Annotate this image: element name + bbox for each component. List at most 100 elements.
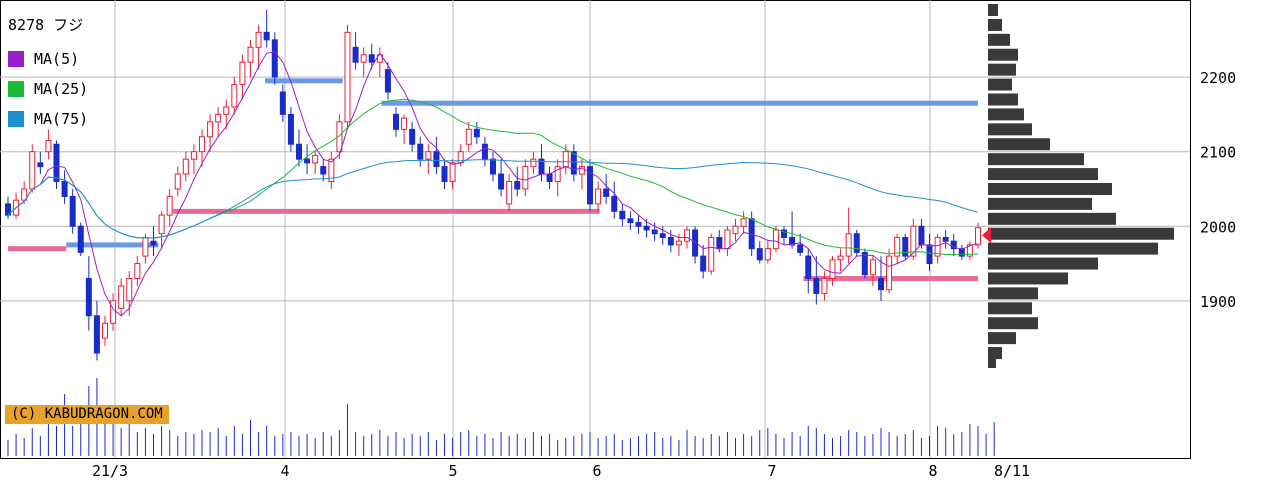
candle-up [158, 214, 165, 235]
candle-down [805, 255, 812, 279]
profile-bar [988, 242, 1158, 255]
legend-label-ma75: MA(75) [34, 110, 89, 128]
candle-up [724, 229, 731, 250]
candle-up [199, 136, 205, 153]
y-tick-label: 2100 [1200, 144, 1236, 162]
candle-down [781, 229, 787, 238]
candle-up [223, 106, 230, 115]
candle-up [578, 166, 585, 175]
candle-down [797, 244, 804, 253]
candle-down [635, 222, 642, 227]
candle-down [918, 225, 925, 246]
candle-down [85, 277, 92, 317]
candle-up [708, 236, 715, 272]
candle-up [118, 285, 125, 309]
candle-down [150, 240, 157, 246]
candle-down [417, 143, 424, 160]
profile-bar [988, 63, 1016, 76]
ticker-symbol: 8278 フジ [8, 16, 84, 34]
y-tick-label: 1900 [1200, 293, 1236, 311]
candle-up [102, 322, 108, 339]
candle-down [716, 236, 723, 250]
candle-down [659, 233, 666, 238]
candle-up [845, 233, 852, 257]
profile-bar [988, 356, 996, 368]
candle-up [821, 277, 828, 294]
candle-up [772, 229, 779, 250]
profile-bar [988, 138, 1050, 151]
candle-up [126, 277, 133, 302]
x-tick-label: 21/3 [92, 462, 128, 480]
candle-up [425, 151, 432, 160]
level-line [8, 246, 67, 252]
candle-up [142, 236, 149, 257]
candle-up [562, 151, 569, 168]
candle-up [239, 61, 246, 86]
x-tick-label: 8 [928, 462, 937, 480]
candle-up [182, 158, 189, 175]
candle-down [570, 151, 577, 175]
profile-bar [988, 108, 1024, 121]
y-tick-label: 2000 [1200, 218, 1236, 236]
candle-down [393, 113, 399, 130]
candle-down [926, 244, 933, 265]
profile-bar [988, 168, 1098, 181]
candle-up [530, 158, 537, 168]
candle-up [255, 31, 262, 48]
candle-up [837, 255, 844, 261]
candle-up [869, 259, 876, 276]
legend: MA(5) MA(25) MA(75) [8, 44, 88, 134]
profile-bar [988, 123, 1032, 136]
profile-bar [988, 227, 1174, 240]
candle-down [692, 229, 699, 257]
candle-down [498, 173, 505, 190]
candle-up [344, 31, 351, 123]
candle-up [465, 128, 472, 145]
x-tick-label: 4 [280, 462, 289, 480]
candle-up [894, 236, 901, 257]
candle-down [320, 166, 327, 175]
candle-down [473, 128, 480, 138]
profile-bar [988, 18, 1002, 31]
candle-down [700, 255, 707, 272]
x-tick-label: 6 [592, 462, 601, 480]
candle-down [481, 143, 488, 160]
level-line [381, 100, 978, 106]
profile-bar [988, 48, 1018, 61]
candle-down [69, 195, 76, 227]
candle-down [287, 113, 294, 145]
profile-bar [988, 78, 1012, 91]
candle-down [53, 143, 60, 183]
candle-up [732, 225, 739, 235]
level-line [66, 242, 159, 248]
plot-frame [0, 0, 1191, 459]
candle-down [619, 210, 626, 220]
level-line [172, 208, 600, 214]
candle-down [902, 236, 909, 257]
candle-down [441, 166, 448, 183]
candle-down [546, 173, 553, 183]
profile-bar [988, 182, 1112, 195]
profile-bar [988, 93, 1018, 106]
x-tick-label: 7 [767, 462, 776, 480]
profile-bar [988, 33, 1010, 46]
candle-up [675, 240, 682, 246]
candle-up [522, 166, 529, 190]
candle-up [29, 151, 36, 190]
candle-down [279, 91, 286, 115]
candle-down [789, 236, 796, 246]
candle-up [764, 248, 771, 261]
candle-up [110, 300, 117, 324]
candle-up [134, 263, 141, 279]
candle-up [21, 188, 28, 201]
candle-down [271, 39, 278, 78]
legend-item-ma25: MA(25) [8, 74, 88, 104]
candle-up [190, 151, 197, 160]
candle-down [611, 195, 618, 212]
candle-down [490, 158, 496, 175]
candle-up [975, 227, 981, 246]
candle-up [910, 225, 917, 257]
candle-down [61, 181, 68, 197]
candle-up [166, 195, 173, 216]
